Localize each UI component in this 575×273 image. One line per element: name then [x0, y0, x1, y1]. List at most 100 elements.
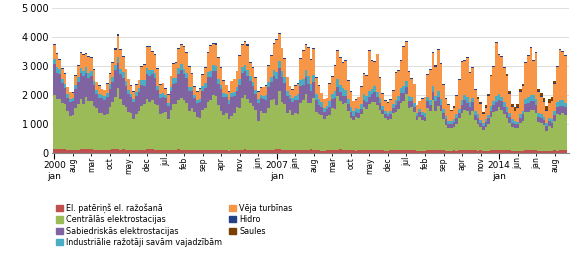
Bar — [344, 103, 347, 150]
Bar — [283, 59, 286, 77]
Bar — [450, 151, 453, 153]
Bar — [77, 65, 79, 66]
Bar — [445, 124, 447, 151]
Bar — [135, 85, 138, 92]
Bar — [132, 92, 135, 99]
Bar — [419, 112, 421, 117]
Bar — [148, 46, 151, 47]
Bar — [490, 150, 492, 153]
Bar — [267, 82, 270, 87]
Bar — [342, 63, 344, 88]
Bar — [421, 120, 424, 151]
Bar — [244, 149, 246, 153]
Bar — [145, 74, 148, 99]
Bar — [312, 75, 315, 82]
Bar — [487, 124, 490, 151]
Bar — [82, 71, 85, 76]
Bar — [185, 150, 188, 153]
Bar — [106, 97, 109, 114]
Bar — [394, 100, 397, 105]
Bar — [429, 70, 432, 100]
Bar — [405, 41, 408, 42]
Bar — [477, 151, 479, 153]
Bar — [154, 54, 156, 55]
Bar — [138, 150, 140, 153]
Bar — [466, 103, 469, 111]
Bar — [320, 151, 323, 153]
Bar — [312, 48, 315, 49]
Bar — [112, 102, 114, 149]
Bar — [172, 84, 175, 104]
Bar — [508, 94, 511, 113]
Bar — [408, 72, 411, 96]
Bar — [495, 96, 498, 102]
Bar — [344, 60, 347, 61]
Bar — [419, 101, 421, 109]
Bar — [98, 97, 101, 113]
Bar — [53, 45, 56, 59]
Bar — [556, 66, 559, 67]
Bar — [548, 118, 551, 121]
Bar — [193, 86, 196, 87]
Bar — [79, 149, 82, 153]
Bar — [519, 92, 522, 114]
Bar — [180, 150, 183, 153]
Bar — [358, 150, 360, 153]
Bar — [265, 113, 267, 150]
Bar — [61, 69, 64, 79]
Bar — [455, 151, 458, 153]
Bar — [527, 55, 530, 56]
Bar — [257, 99, 259, 103]
Bar — [408, 108, 411, 150]
Bar — [561, 106, 564, 112]
Bar — [143, 104, 145, 150]
Bar — [461, 150, 463, 153]
Bar — [262, 150, 265, 153]
Bar — [101, 95, 104, 98]
Bar — [90, 149, 93, 153]
Bar — [249, 76, 252, 81]
Bar — [439, 150, 442, 153]
Bar — [469, 115, 471, 150]
Bar — [64, 149, 66, 153]
Bar — [217, 105, 220, 150]
Bar — [546, 151, 548, 153]
Bar — [236, 87, 239, 91]
Bar — [524, 104, 527, 112]
Bar — [546, 130, 548, 151]
Bar — [538, 123, 540, 151]
Bar — [119, 69, 122, 74]
Bar — [292, 115, 294, 150]
Bar — [424, 97, 426, 113]
Bar — [241, 73, 244, 98]
Bar — [394, 150, 397, 153]
Bar — [188, 91, 191, 111]
Bar — [315, 112, 318, 150]
Bar — [500, 57, 503, 97]
Bar — [318, 85, 320, 86]
Bar — [437, 106, 439, 150]
Bar — [439, 105, 442, 111]
Bar — [546, 123, 548, 126]
Bar — [402, 93, 405, 101]
Bar — [278, 33, 281, 34]
Bar — [138, 79, 140, 80]
Bar — [87, 57, 90, 73]
Bar — [371, 94, 373, 102]
Bar — [320, 107, 323, 115]
Bar — [98, 85, 101, 86]
Bar — [445, 151, 447, 153]
Bar — [376, 55, 379, 92]
Bar — [553, 81, 556, 83]
Bar — [196, 91, 198, 92]
Bar — [421, 112, 424, 115]
Bar — [112, 62, 114, 63]
Bar — [516, 124, 519, 128]
Bar — [122, 73, 125, 78]
Bar — [312, 82, 315, 98]
Bar — [455, 114, 458, 118]
Bar — [61, 79, 64, 84]
Bar — [344, 150, 347, 153]
Bar — [223, 150, 225, 153]
Bar — [358, 113, 360, 118]
